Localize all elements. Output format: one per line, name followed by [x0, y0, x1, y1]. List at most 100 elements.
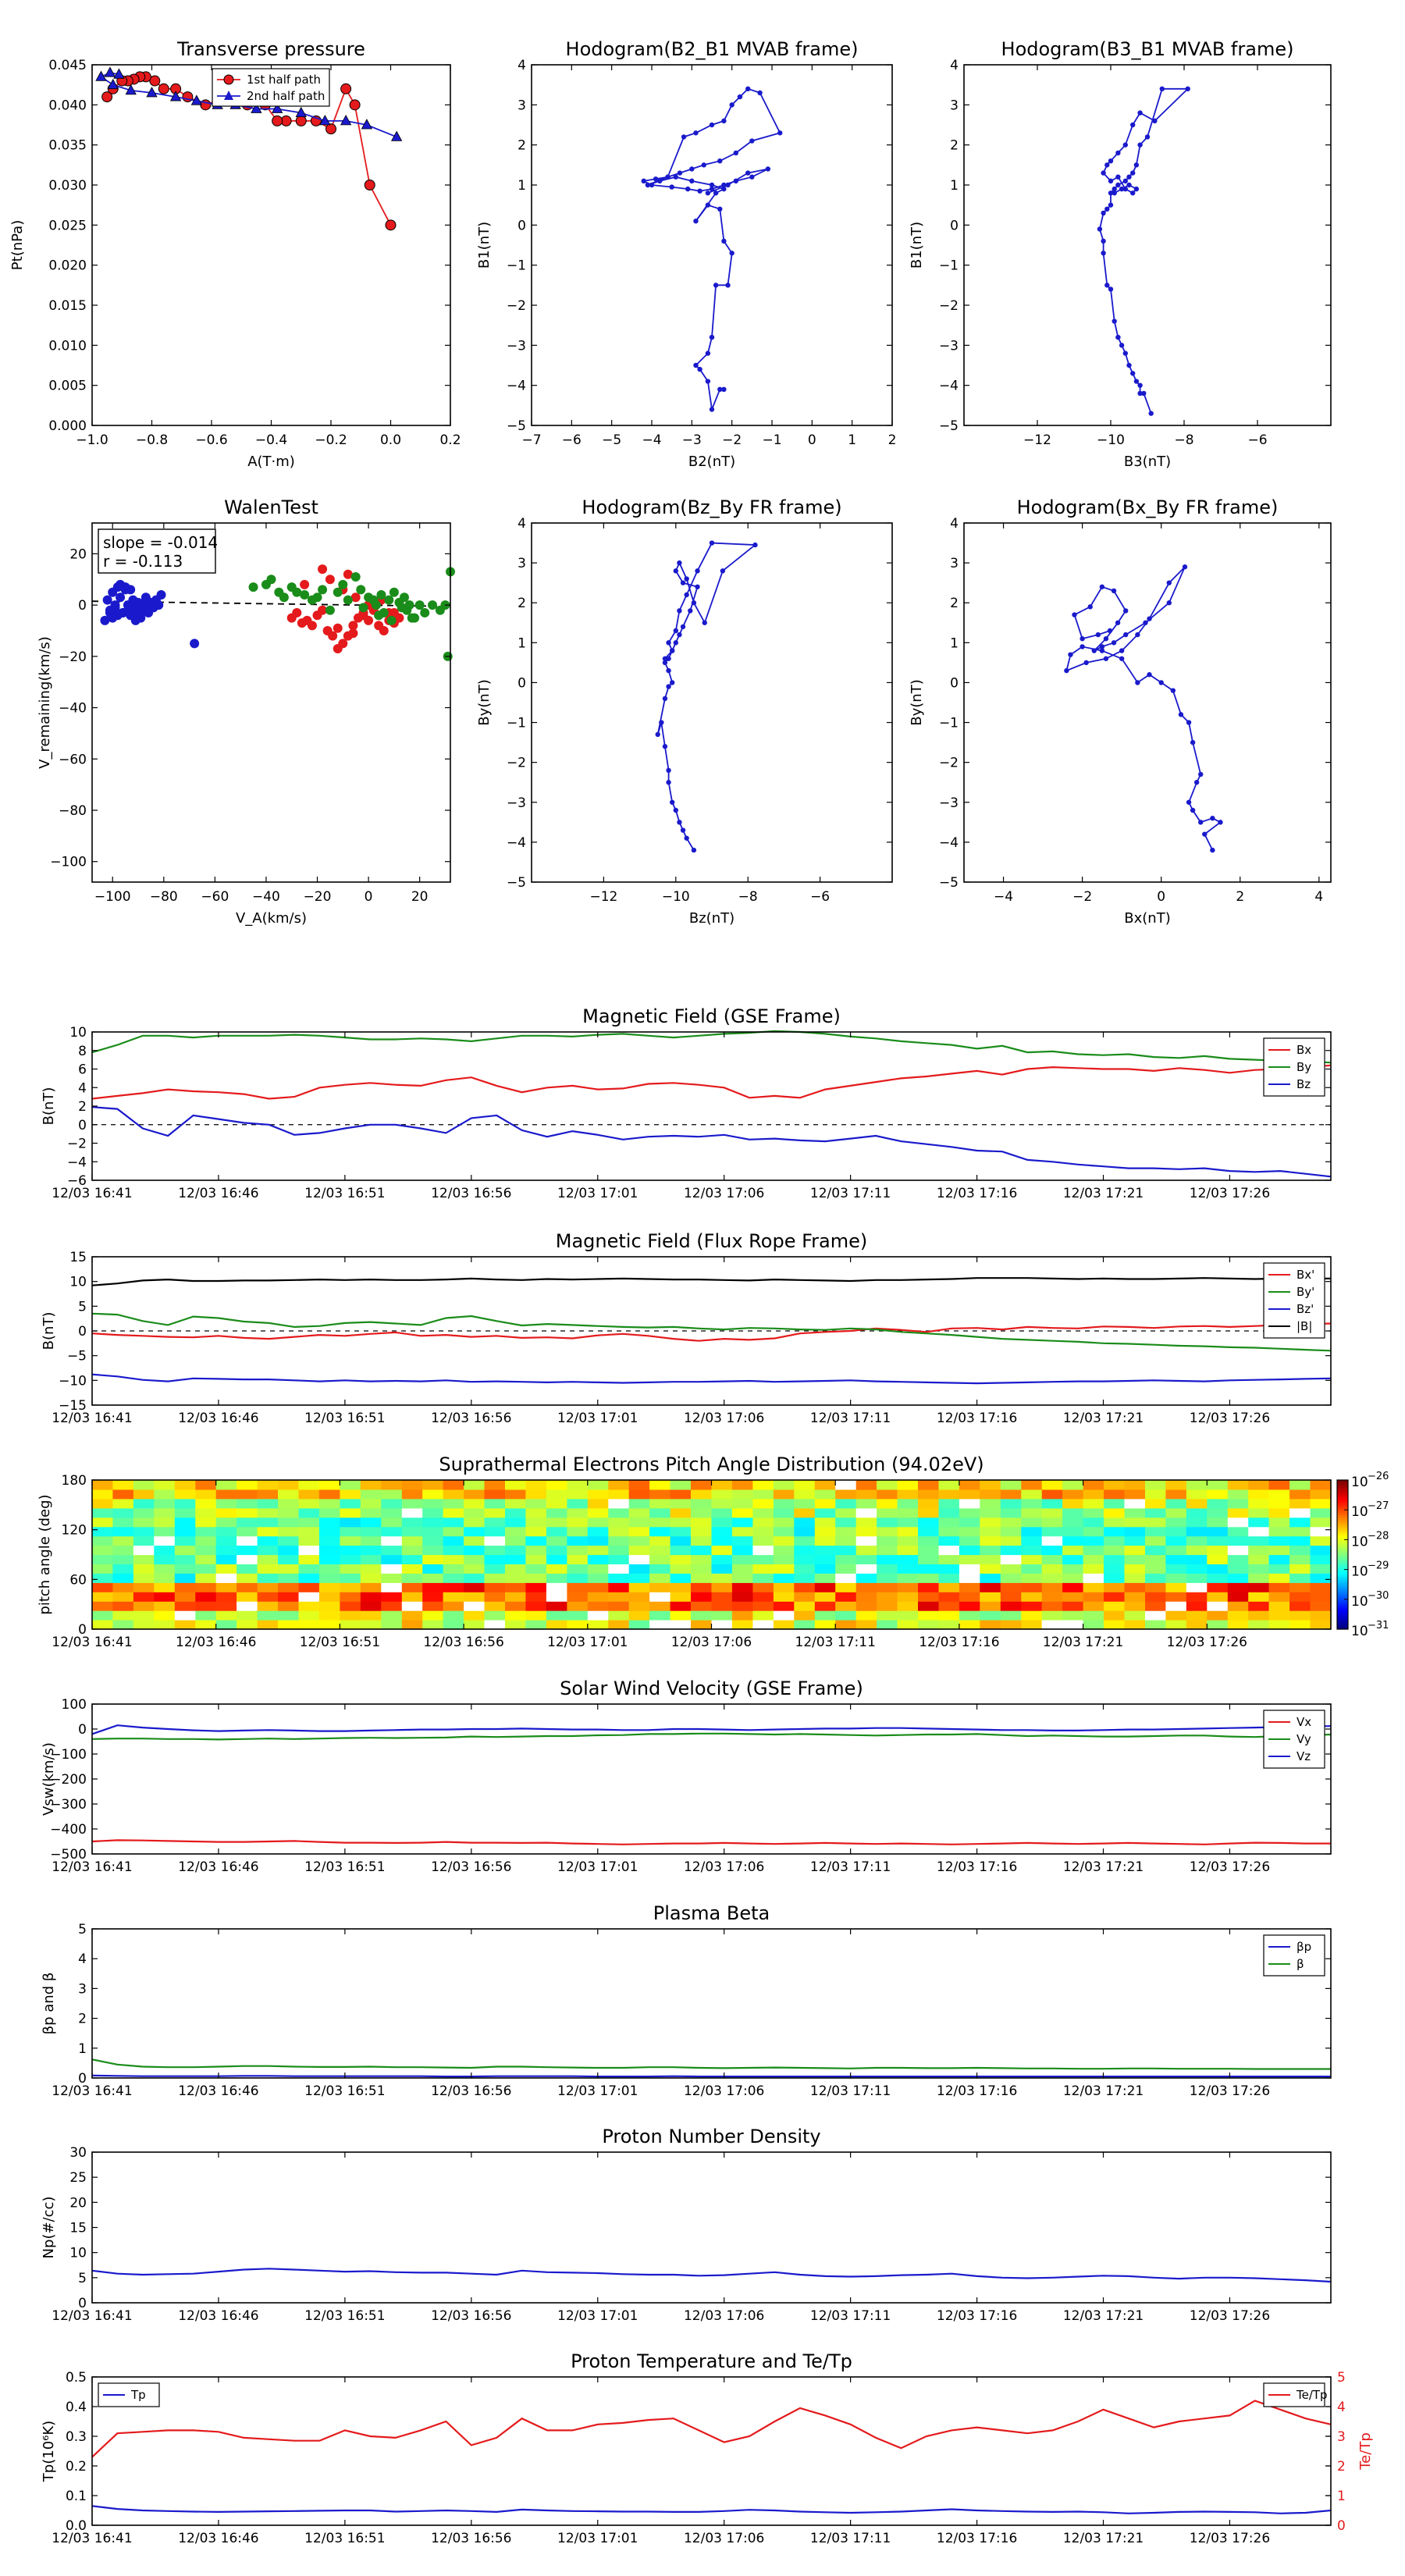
heatmap-cell — [1165, 1592, 1187, 1602]
heatmap-cell — [1165, 1480, 1187, 1490]
heatmap-cell — [215, 1554, 237, 1564]
series-line — [91, 1373, 1332, 1385]
colorbar-base: 10 — [1351, 1624, 1368, 1639]
heatmap-cell — [1268, 1554, 1290, 1564]
heatmap-cell — [1083, 1507, 1104, 1518]
heatmap-cell — [1186, 1573, 1208, 1583]
heatmap-cell — [340, 1480, 361, 1490]
heatmap-cell — [711, 1480, 733, 1490]
heatmap-cell — [464, 1535, 486, 1546]
heatmap-cell — [1268, 1620, 1290, 1630]
heatmap-cell — [1289, 1517, 1311, 1528]
data-point — [1147, 672, 1152, 678]
data-point — [1112, 186, 1117, 192]
data-point — [340, 115, 352, 126]
heatmap-cell — [918, 1517, 940, 1528]
heatmap-cell — [1268, 1498, 1290, 1509]
y-tick-label: 2 — [950, 596, 959, 611]
heatmap-cell — [587, 1582, 609, 1592]
data-point — [1148, 411, 1154, 416]
heatmap-cell — [360, 1564, 382, 1574]
heatmap-cell — [814, 1620, 836, 1630]
heatmap-cell — [381, 1507, 403, 1518]
heatmap-cell — [752, 1526, 774, 1537]
heatmap-cell — [318, 1620, 340, 1630]
heatmap-cell — [1145, 1582, 1167, 1592]
heatmap-cell — [195, 1480, 217, 1490]
heatmap-cell — [918, 1554, 940, 1564]
colorbar-cell — [1337, 1582, 1348, 1585]
heatmap-cell — [401, 1620, 423, 1630]
heatmap-cell — [649, 1498, 671, 1509]
legend-marker — [223, 74, 234, 85]
heatmap-cell — [381, 1480, 403, 1490]
x-tick-label: 12/03 17:06 — [684, 1411, 764, 1426]
data-point — [1095, 632, 1101, 638]
heatmap-cell — [1207, 1517, 1229, 1528]
heatmap-cell — [257, 1573, 279, 1583]
heatmap-cell — [154, 1489, 176, 1500]
heatmap-cell — [340, 1601, 361, 1611]
heatmap-cell — [835, 1535, 857, 1546]
colorbar-cell — [1337, 1529, 1348, 1533]
heatmap-cell — [401, 1582, 423, 1592]
data-point — [1103, 656, 1109, 661]
x-tick-label: 12/03 17:11 — [795, 1635, 876, 1650]
colorbar-cell — [1337, 1594, 1348, 1598]
series-line — [91, 1312, 1332, 1352]
heatmap-cell — [484, 1507, 506, 1518]
heatmap-cell — [154, 1545, 176, 1556]
data-point — [95, 70, 107, 81]
y-axis-label: Np(#/cc) — [41, 2197, 57, 2259]
heatmap-cell — [1289, 1489, 1311, 1500]
heatmap-cell — [257, 1582, 279, 1592]
heatmap-cell — [918, 1573, 940, 1583]
heatmap-cell — [814, 1564, 836, 1574]
data-point — [1185, 86, 1190, 92]
data-point — [649, 182, 655, 188]
heatmap-cell — [484, 1601, 506, 1611]
heatmap-cell — [237, 1620, 258, 1630]
data-point — [709, 122, 715, 128]
heatmap-cell — [525, 1554, 547, 1564]
heatmap-cell — [340, 1582, 361, 1592]
heatmap-cell — [1145, 1498, 1167, 1509]
x-tick-label: 12/03 16:41 — [52, 2531, 132, 2546]
y-tick-label-right: 1 — [1337, 2489, 1346, 2504]
heatmap-cell — [938, 1564, 960, 1574]
heatmap-cell — [278, 1535, 300, 1546]
heatmap-cell — [195, 1554, 217, 1564]
heatmap-cell — [237, 1489, 258, 1500]
y-tick-label: 10 — [69, 2246, 87, 2261]
heatmap-cell — [773, 1480, 795, 1490]
heatmap-cell — [628, 1535, 650, 1546]
data-point — [1107, 628, 1113, 634]
heatmap-cell — [587, 1592, 609, 1602]
colorbar-cell — [1337, 1497, 1348, 1501]
heatmap-cell — [814, 1507, 836, 1518]
heatmap-cell — [1124, 1592, 1146, 1602]
data-point — [1135, 632, 1140, 638]
heatmap-cell — [1310, 1601, 1332, 1611]
colorbar-exponent: −26 — [1368, 1471, 1389, 1482]
x-tick-label: 12/03 17:06 — [684, 2083, 764, 2099]
heatmap-cell — [1041, 1601, 1063, 1611]
data-point — [709, 540, 715, 546]
heatmap-cell — [959, 1545, 980, 1556]
y-tick-label: 2 — [950, 138, 959, 154]
heatmap-cell — [1248, 1517, 1270, 1528]
heatmap-cell — [298, 1489, 320, 1500]
colorbar-cell — [1337, 1554, 1348, 1558]
heatmap-cell — [340, 1535, 361, 1546]
heatmap-cell — [1104, 1620, 1126, 1630]
data-point — [1210, 847, 1215, 853]
heatmap-cell — [814, 1582, 836, 1592]
heatmap-cell — [443, 1498, 464, 1509]
heatmap-cell — [1227, 1526, 1249, 1537]
heatmap-cell — [484, 1498, 506, 1509]
heatmap-cell — [278, 1517, 300, 1528]
data-point — [105, 608, 115, 617]
heatmap-cell — [1021, 1564, 1043, 1574]
heatmap-cell — [855, 1592, 877, 1602]
data-point — [1101, 210, 1106, 216]
